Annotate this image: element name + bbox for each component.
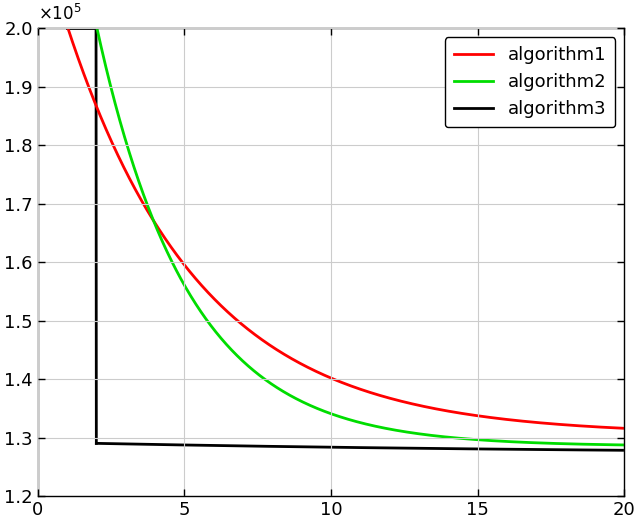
- Legend: algorithm1, algorithm2, algorithm3: algorithm1, algorithm2, algorithm3: [445, 37, 616, 128]
- algorithm3: [453, 446, 461, 452]
- algorithm2: [93, 22, 100, 29]
- algorithm1: [284, 354, 292, 360]
- Text: $\times 10^5$: $\times 10^5$: [38, 4, 81, 24]
- algorithm1: [143, 206, 150, 212]
- algorithm2: [123, 141, 131, 147]
- algorithm3: [310, 444, 318, 450]
- algorithm3: [123, 441, 131, 447]
- algorithm1: [193, 277, 200, 283]
- Line: algorithm2: algorithm2: [97, 26, 625, 445]
- algorithm3: [93, 440, 100, 447]
- algorithm1: [189, 271, 196, 278]
- algorithm2: [310, 404, 318, 411]
- algorithm2: [308, 403, 316, 410]
- algorithm3: [621, 447, 628, 453]
- algorithm1: [90, 97, 97, 103]
- algorithm2: [621, 442, 628, 448]
- algorithm1: [621, 425, 628, 431]
- algorithm3: [308, 444, 316, 450]
- algorithm1: [470, 412, 478, 418]
- algorithm1: [63, 22, 71, 29]
- algorithm2: [290, 394, 298, 401]
- algorithm2: [453, 435, 461, 441]
- Line: algorithm1: algorithm1: [67, 26, 625, 428]
- Line: algorithm3: algorithm3: [97, 444, 625, 450]
- algorithm3: [290, 444, 298, 450]
- algorithm2: [205, 320, 213, 326]
- algorithm3: [205, 442, 213, 449]
